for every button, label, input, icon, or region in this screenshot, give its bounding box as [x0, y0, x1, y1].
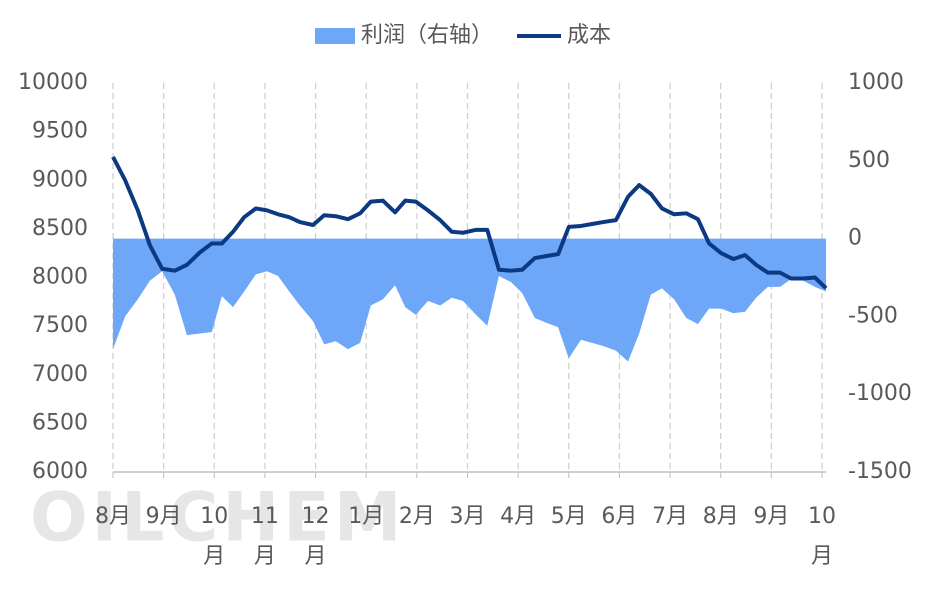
y2-tick-label: -1000 [848, 381, 912, 406]
y-tick-label: 7000 [32, 362, 88, 387]
y-tick-label: 7500 [32, 313, 88, 338]
x-tick-label: 1月 [348, 504, 385, 529]
x-tick-label: 2月 [398, 504, 435, 529]
y-tick-label: 10000 [18, 70, 88, 95]
legend-label: 利润（右轴） [361, 23, 493, 48]
watermark: OILCHEM [30, 479, 405, 558]
y2-tick-label: 1000 [848, 70, 904, 95]
x-tick-label: 10月 [808, 504, 836, 569]
y-tick-label: 9500 [32, 119, 88, 144]
x-tick-label: 12月 [301, 504, 330, 569]
area [113, 238, 827, 362]
y2-tick-label: 0 [848, 226, 862, 251]
legend-label: 成本 [567, 23, 611, 48]
x-tick-label: 7月 [652, 504, 689, 529]
x-tick-label: 4月 [500, 504, 537, 529]
y2-tick-label: 500 [848, 148, 890, 173]
y-tick-label: 8500 [32, 216, 88, 241]
x-tick-label: 8月 [95, 504, 131, 529]
line [111, 155, 828, 290]
y-tick-label: 9000 [32, 167, 88, 192]
x-tick-label: 5月 [550, 504, 587, 529]
legend-swatch [315, 28, 355, 44]
x-tick-label: 6月 [601, 504, 638, 529]
x-tick-label: 9月 [145, 504, 182, 529]
y-tick-label: 6500 [32, 410, 88, 435]
x-tick-label: 10月 [200, 504, 229, 569]
x-tick-label: 8月 [702, 504, 739, 529]
x-tick-label: 11月 [250, 504, 279, 569]
y-tick-label: 8000 [32, 265, 88, 290]
y2-tick-label: -1500 [848, 459, 912, 484]
x-tick-label: 9月 [753, 504, 790, 529]
y2-tick-label: -500 [848, 303, 898, 328]
x-tick-label: 3月 [449, 504, 486, 529]
y-tick-label: 6000 [32, 459, 88, 484]
